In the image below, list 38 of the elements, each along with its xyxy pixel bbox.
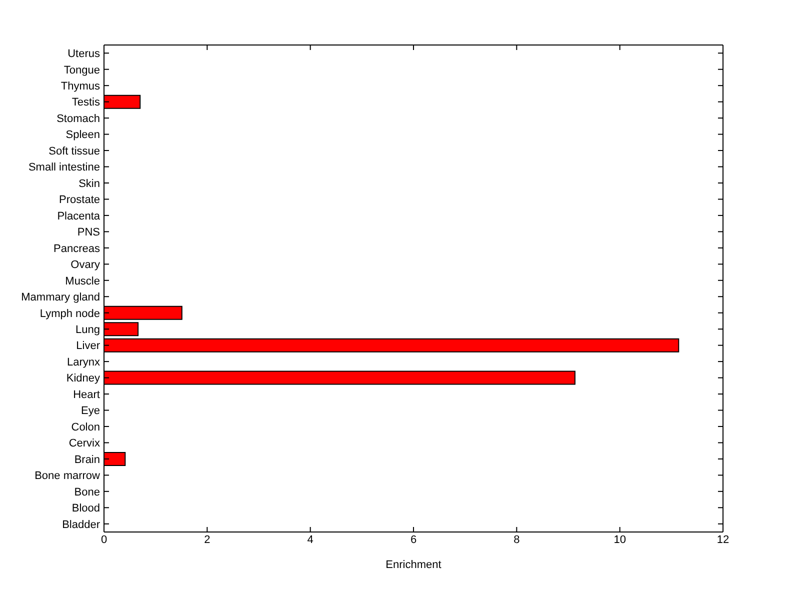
x-tick-label: 4	[307, 534, 314, 546]
y-tick-label: PNS	[77, 226, 100, 239]
y-tick-label: Uterus	[68, 48, 100, 60]
y-tick-label: Pancreas	[54, 242, 100, 255]
y-tick-label: Soft tissue	[48, 145, 100, 158]
y-tick-label: Heart	[73, 388, 100, 401]
y-tick-label: Prostate	[59, 194, 100, 206]
y-tick-label: Bladder	[62, 518, 100, 531]
x-tick-label: 8	[514, 534, 520, 546]
y-tick-label: Skin	[78, 178, 100, 190]
y-tick-label: Muscle	[65, 275, 100, 288]
y-tick-label: Cervix	[68, 438, 100, 450]
x-tick-label: 0	[100, 534, 108, 546]
y-tick-label: Spleen	[66, 129, 100, 142]
x-tick-label: 2	[204, 534, 210, 546]
y-tick-label: Mammary gland	[21, 292, 100, 304]
y-tick-label: Lymph node	[40, 308, 100, 320]
y-tick-label: Ovary	[70, 259, 100, 272]
x-tick-label: 10	[614, 534, 626, 546]
y-tick-label: Placenta	[57, 210, 101, 222]
y-tick-label: Stomach	[56, 112, 100, 125]
y-tick-label: Blood	[72, 502, 100, 515]
y-tick-label: Small intestine	[28, 162, 100, 174]
y-tick-label: Eye	[81, 405, 100, 418]
x-axis-title: Enrichment	[386, 559, 442, 571]
y-tick-label: Liver	[76, 340, 100, 352]
y-tick-label: Lung	[76, 324, 100, 336]
y-tick-label: Colon	[71, 421, 100, 434]
y-tick-label: Larynx	[66, 356, 100, 368]
x-tick-label: 12	[716, 534, 730, 546]
y-tick-label: Bone marrow	[34, 470, 100, 482]
x-tick-label: 6	[410, 534, 417, 546]
y-tick-label: Tongue	[64, 64, 100, 76]
y-tick-label: Bone	[74, 486, 100, 498]
y-tick-label: Thymus	[60, 80, 100, 92]
y-tick-label: Kidney	[66, 372, 100, 385]
y-tick-label: Brain	[74, 454, 100, 466]
y-tick-label: Testis	[72, 96, 100, 109]
